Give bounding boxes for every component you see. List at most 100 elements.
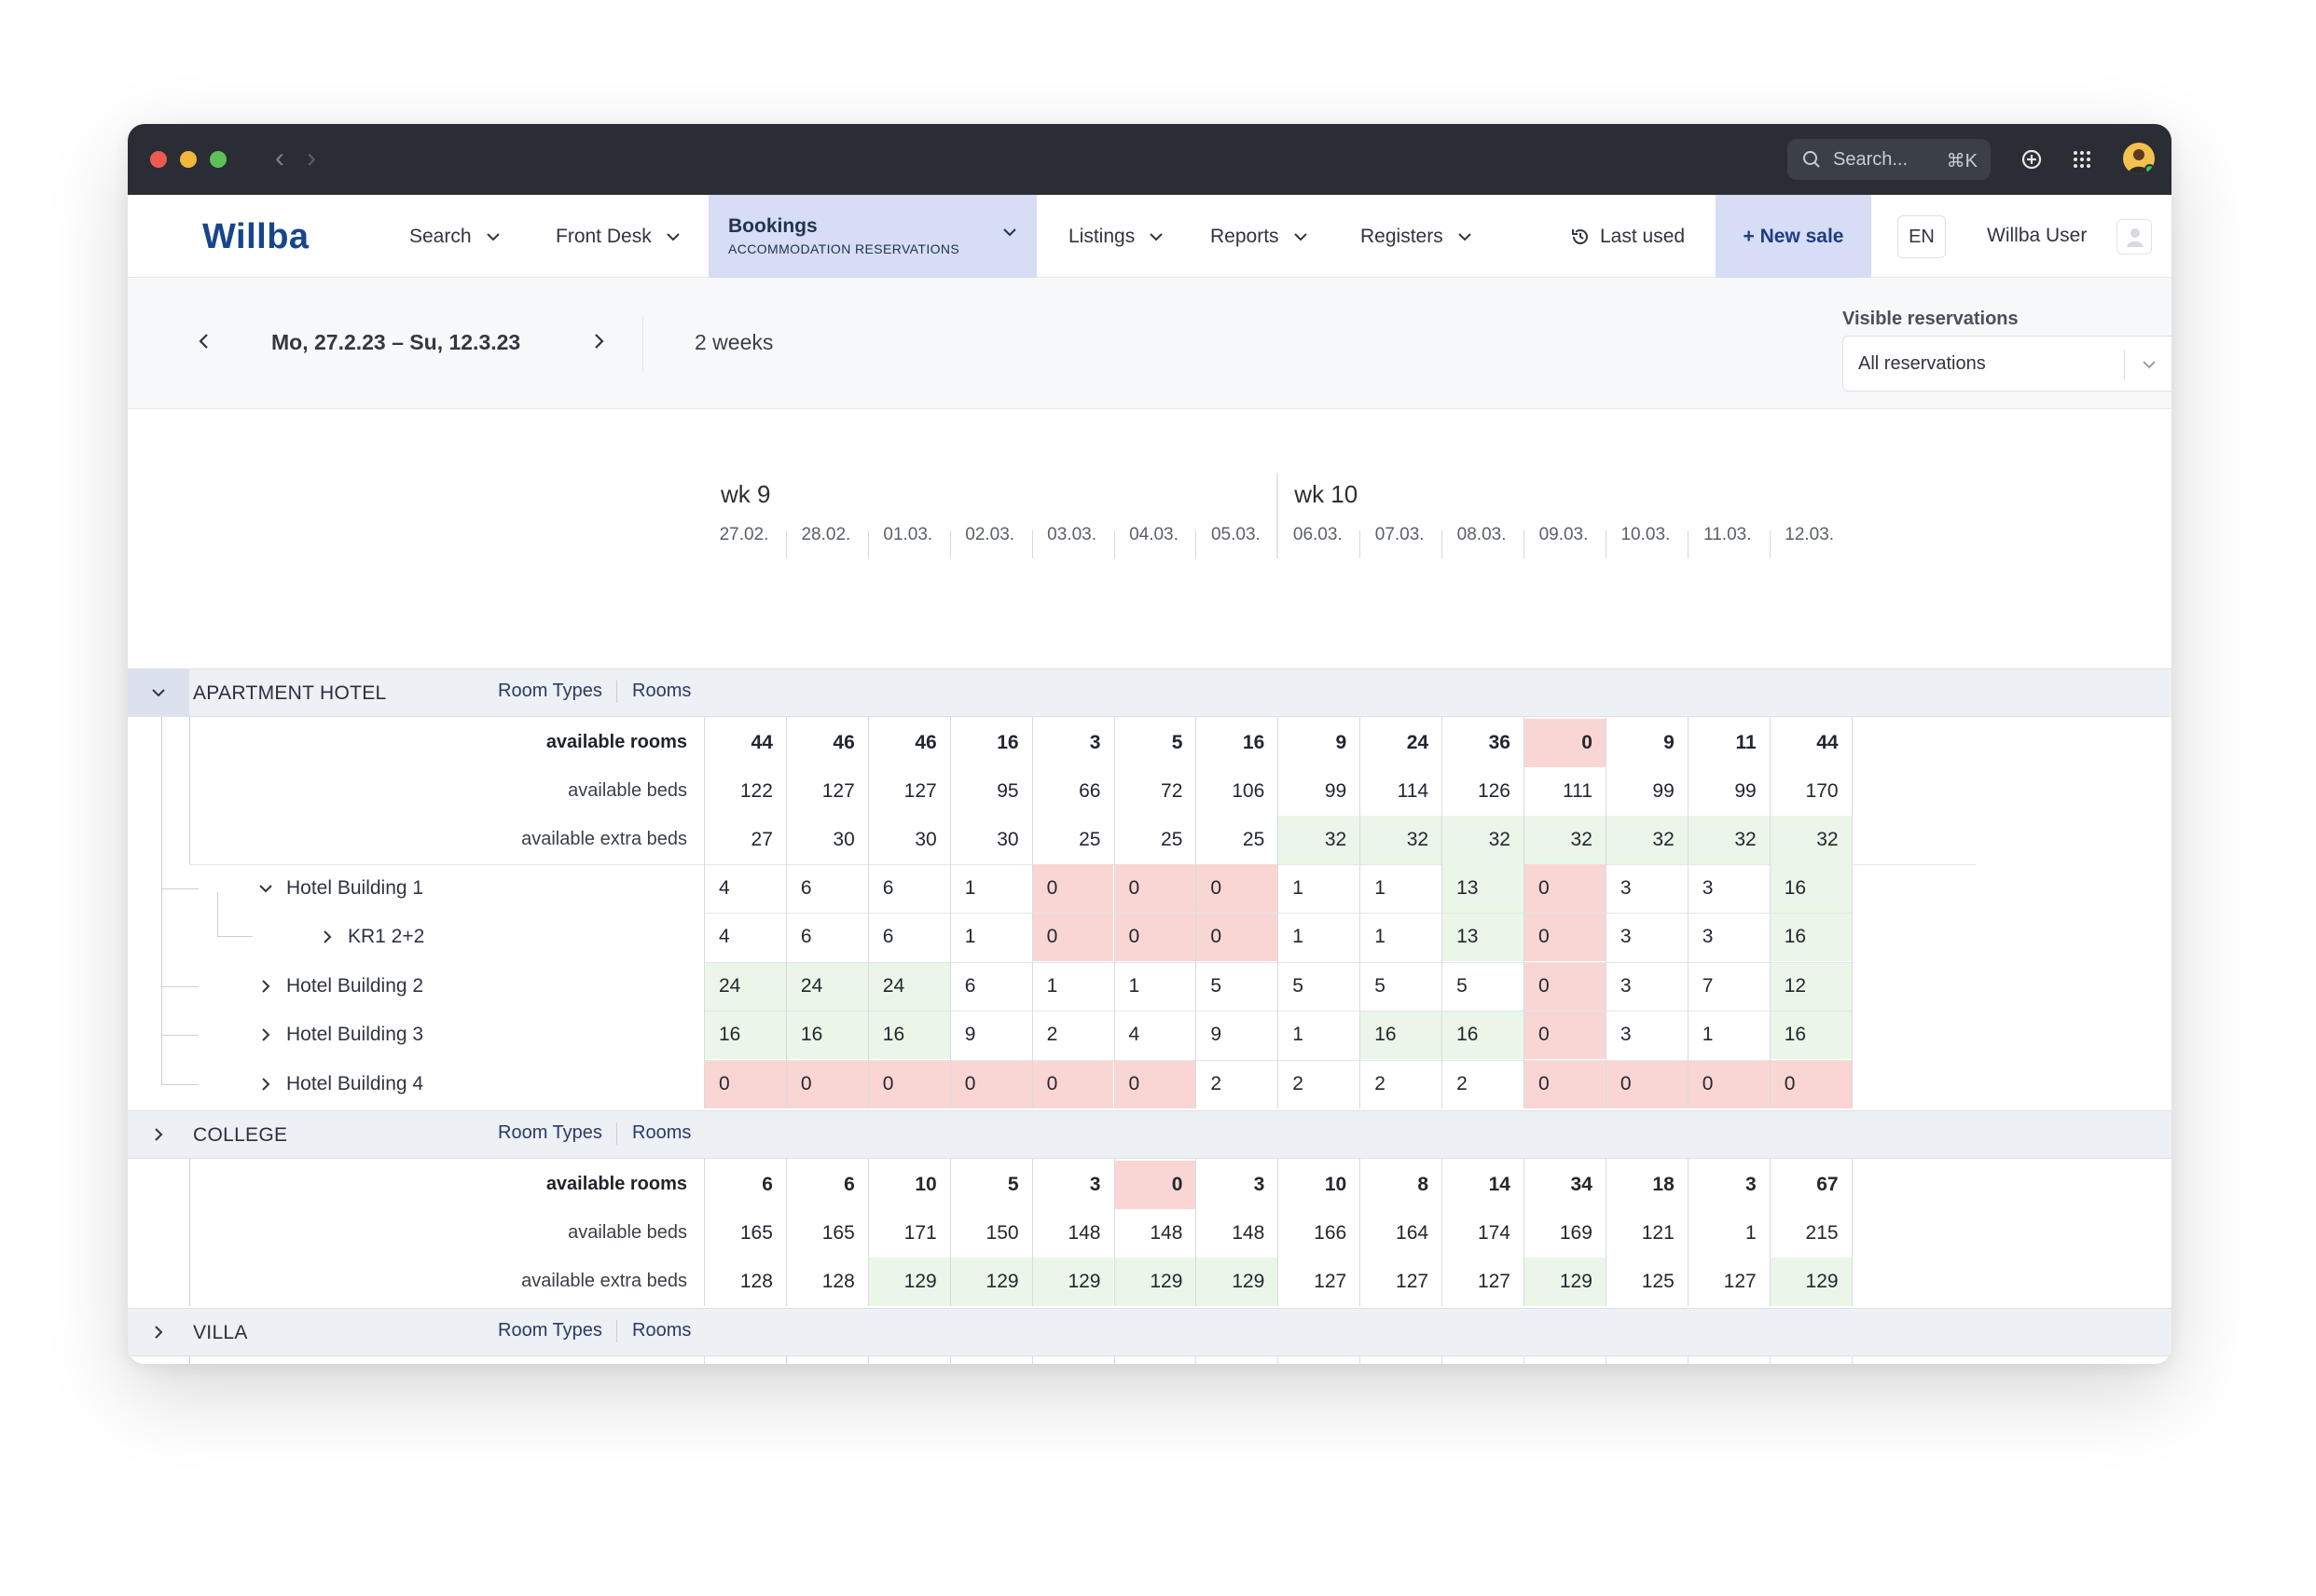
subrow-cell[interactable]: 3 bbox=[1702, 926, 1714, 948]
stat-cell[interactable]: 129 bbox=[1769, 1258, 1852, 1306]
room-types-link[interactable]: Room Types bbox=[498, 1122, 602, 1143]
stat-cell[interactable]: 46 bbox=[915, 732, 937, 753]
menu-listings[interactable]: Listings bbox=[1068, 195, 1165, 278]
subrow-cell[interactable]: 0 bbox=[1523, 1011, 1606, 1060]
subrow-cell[interactable]: 16 bbox=[1769, 864, 1852, 913]
stat-cell[interactable]: 3 bbox=[1089, 732, 1101, 753]
stat-cell[interactable]: 9 bbox=[1335, 732, 1347, 753]
subrow-cell[interactable]: 2 bbox=[1046, 1024, 1058, 1046]
subrow-cell[interactable]: 16 bbox=[1769, 913, 1852, 962]
subrow-cell[interactable]: 0 bbox=[1031, 1059, 1114, 1108]
stat-cell[interactable]: 32 bbox=[1687, 816, 1770, 864]
stat-cell[interactable]: 127 bbox=[821, 780, 855, 802]
stat-cell[interactable]: 14 bbox=[1488, 1174, 1510, 1195]
stat-cell[interactable]: 34 bbox=[1570, 1174, 1592, 1195]
stat-cell[interactable]: 129 bbox=[1031, 1258, 1114, 1306]
subrow-cell[interactable]: 3 bbox=[1620, 877, 1632, 899]
subrow-cell[interactable]: 6 bbox=[800, 926, 812, 948]
subrow-cell[interactable]: 3 bbox=[1620, 974, 1632, 997]
stat-cell[interactable]: 25 bbox=[1161, 829, 1183, 850]
stat-cell[interactable]: 9 bbox=[1663, 732, 1675, 753]
stat-cell[interactable]: 10 bbox=[915, 1174, 937, 1195]
stat-cell[interactable]: 5 bbox=[1007, 1174, 1019, 1195]
stat-cell[interactable]: 171 bbox=[903, 1222, 937, 1244]
stat-cell[interactable]: 125 bbox=[1641, 1271, 1675, 1292]
chevron-right-icon[interactable] bbox=[256, 1025, 275, 1044]
stat-cell[interactable]: 0 bbox=[1113, 1161, 1196, 1209]
subrow-cell[interactable]: 2 bbox=[1456, 1072, 1468, 1094]
stat-cell[interactable]: 16 bbox=[1242, 732, 1265, 753]
stat-cell[interactable]: 6 bbox=[1277, 1358, 1359, 1364]
group-expand-toggle[interactable] bbox=[128, 1111, 189, 1158]
stat-cell[interactable]: 150 bbox=[986, 1222, 1019, 1244]
subrow-cell[interactable]: 0 bbox=[1031, 864, 1114, 913]
stat-cell[interactable]: 3 bbox=[1253, 1174, 1265, 1195]
subrow-cell[interactable]: 0 bbox=[1031, 913, 1114, 962]
room-types-link[interactable]: Room Types bbox=[498, 681, 602, 701]
subrow-cell[interactable]: 9 bbox=[1210, 1024, 1222, 1046]
subrow-cell[interactable]: 1 bbox=[1128, 974, 1140, 997]
subrow-label[interactable]: Hotel Building 4 bbox=[286, 1072, 424, 1094]
chevron-right-icon[interactable] bbox=[256, 977, 275, 996]
stat-cell[interactable]: 4 bbox=[1606, 1358, 1688, 1364]
stat-cell[interactable]: 95 bbox=[997, 780, 1019, 802]
stat-cell[interactable]: 46 bbox=[833, 732, 855, 753]
subrow-cell[interactable]: 1 bbox=[1046, 974, 1058, 997]
subrow-cell[interactable]: 5 bbox=[1374, 974, 1385, 997]
subrow-cell[interactable]: 0 bbox=[1687, 1059, 1770, 1108]
menu-search[interactable]: Search bbox=[409, 195, 502, 278]
subrow-cell[interactable]: 0 bbox=[704, 1059, 786, 1108]
stat-cell[interactable]: 114 bbox=[1397, 780, 1429, 802]
stat-cell[interactable]: 170 bbox=[1805, 780, 1839, 802]
stat-cell[interactable]: 32 bbox=[1769, 816, 1852, 864]
subrow-cell[interactable]: 2 bbox=[1292, 1072, 1303, 1094]
stat-cell[interactable]: 6 bbox=[762, 1174, 773, 1195]
stat-cell[interactable]: 129 bbox=[1113, 1258, 1196, 1306]
stat-cell[interactable]: 25 bbox=[1079, 829, 1101, 850]
stat-cell[interactable]: 30 bbox=[833, 829, 855, 850]
chevron-right-icon[interactable] bbox=[318, 928, 337, 946]
subrow-cell[interactable]: 3 bbox=[1702, 877, 1714, 899]
subrow-cell[interactable]: 1 bbox=[1702, 1024, 1714, 1046]
stat-cell[interactable]: 24 bbox=[1406, 732, 1429, 753]
forward-arrow-icon[interactable]: › bbox=[307, 143, 316, 173]
stat-cell[interactable]: 165 bbox=[821, 1222, 855, 1244]
subrow-cell[interactable]: 6 bbox=[964, 974, 976, 997]
stat-cell[interactable]: 27 bbox=[751, 829, 773, 850]
stat-cell[interactable]: 126 bbox=[1477, 780, 1510, 802]
menu-reports[interactable]: Reports bbox=[1210, 195, 1309, 278]
subrow-cell[interactable]: 0 bbox=[1523, 864, 1606, 913]
stat-cell[interactable]: 4 bbox=[1688, 1358, 1770, 1364]
subrow-label[interactable]: Hotel Building 2 bbox=[286, 974, 424, 997]
subrow-cell[interactable]: 1 bbox=[964, 926, 976, 948]
rooms-link[interactable]: Rooms bbox=[632, 1320, 692, 1341]
subrow-label[interactable]: Hotel Building 3 bbox=[286, 1024, 424, 1046]
subrow-cell[interactable]: 3 bbox=[1620, 926, 1632, 948]
stat-cell[interactable]: 3 bbox=[1523, 1358, 1606, 1364]
subrow-cell[interactable]: 4 bbox=[719, 877, 730, 899]
back-arrow-icon[interactable]: ‹ bbox=[275, 143, 284, 173]
subrow-cell[interactable]: 0 bbox=[1195, 864, 1278, 913]
subrow-cell[interactable]: 0 bbox=[1113, 1059, 1196, 1108]
stat-cell[interactable]: 32 bbox=[1605, 816, 1688, 864]
subrow-cell[interactable]: 12 bbox=[1769, 961, 1852, 1011]
subrow-cell[interactable]: 16 bbox=[785, 1011, 868, 1060]
subrow-cell[interactable]: 1 bbox=[1292, 877, 1303, 899]
global-search-input[interactable]: Search... ⌘K bbox=[1787, 139, 1991, 180]
add-circle-icon[interactable] bbox=[2015, 143, 2048, 176]
stat-cell[interactable]: 127 bbox=[1396, 1271, 1429, 1292]
subrow-label[interactable]: Hotel Building 1 bbox=[286, 877, 424, 899]
subrow-cell[interactable]: 1 bbox=[964, 877, 976, 899]
subrow-cell[interactable]: 9 bbox=[964, 1024, 976, 1046]
subrow-cell[interactable]: 0 bbox=[1195, 913, 1278, 962]
stat-cell[interactable]: 36 bbox=[1488, 732, 1510, 753]
subrow-cell[interactable]: 0 bbox=[1523, 961, 1606, 1011]
stat-cell[interactable]: 6 bbox=[844, 1174, 855, 1195]
stat-cell[interactable]: 66 bbox=[1079, 780, 1101, 802]
subrow-cell[interactable]: 16 bbox=[867, 1011, 950, 1060]
chevron-right-icon[interactable] bbox=[256, 1075, 275, 1094]
user-avatar[interactable] bbox=[2123, 143, 2155, 174]
subrow-label[interactable]: KR1 2+2 bbox=[348, 926, 425, 948]
stat-cell[interactable]: 44 bbox=[1816, 732, 1839, 753]
chevron-down-icon[interactable] bbox=[149, 683, 168, 702]
